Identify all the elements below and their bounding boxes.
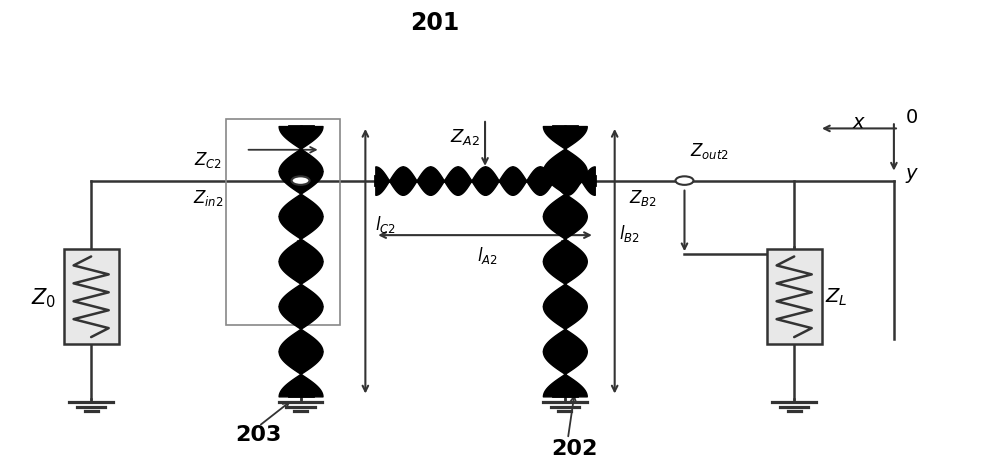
Text: $x$: $x$ — [852, 113, 866, 131]
Bar — [226, 119, 340, 326]
Circle shape — [676, 177, 693, 186]
Bar — [64, 250, 119, 345]
Text: $l_{B2}$: $l_{B2}$ — [619, 223, 640, 244]
Text: 202: 202 — [552, 437, 598, 457]
Text: $Z_{in2}$: $Z_{in2}$ — [193, 188, 223, 208]
Text: $Z_{B2}$: $Z_{B2}$ — [629, 188, 657, 208]
Text: 201: 201 — [411, 10, 460, 35]
Bar — [767, 250, 822, 345]
Text: $l_{C2}$: $l_{C2}$ — [375, 213, 396, 234]
Text: $l_{A2}$: $l_{A2}$ — [477, 244, 497, 265]
Text: $Z_{A2}$: $Z_{A2}$ — [450, 126, 480, 146]
Circle shape — [292, 177, 310, 186]
Text: 203: 203 — [235, 425, 282, 445]
Text: $Z_{out2}$: $Z_{out2}$ — [690, 140, 729, 160]
Text: 0: 0 — [906, 108, 918, 127]
Text: $Z_{C2}$: $Z_{C2}$ — [194, 150, 222, 170]
Text: $y$: $y$ — [905, 166, 919, 185]
Text: $Z_L$: $Z_L$ — [825, 287, 847, 308]
Text: $Z_0$: $Z_0$ — [31, 286, 56, 309]
